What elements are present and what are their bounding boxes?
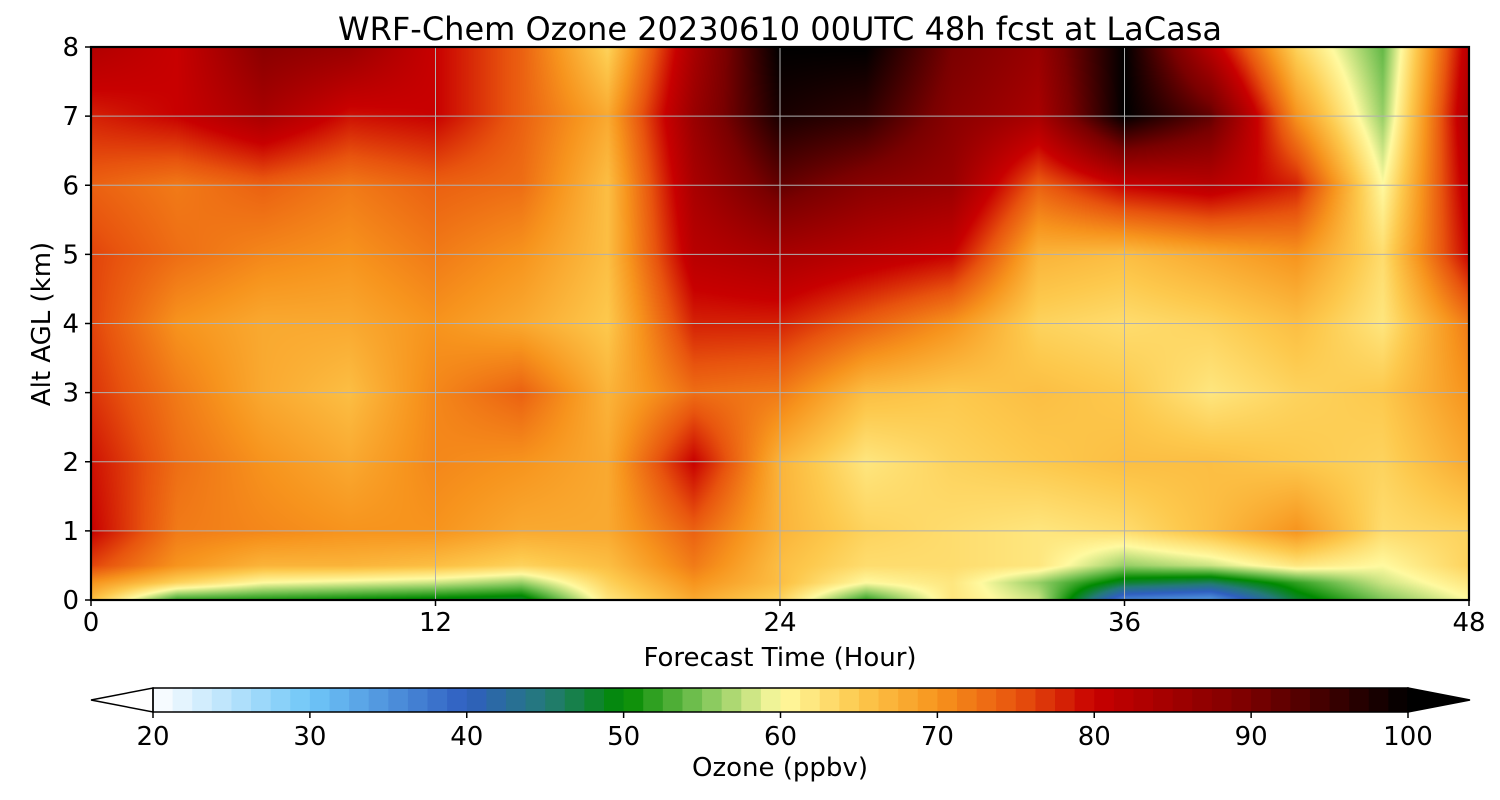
colorbar-segment [368, 688, 389, 712]
colorbar-ticks: 20 30 40 50 60 70 80 90 100 [136, 712, 1433, 752]
y-tick-label: 3 [62, 379, 79, 409]
y-axis-ticks: 0 1 2 3 4 5 6 7 8 [62, 33, 91, 616]
colorbar-segment [1153, 688, 1174, 712]
colorbar-segment [564, 688, 586, 712]
x-axis-ticks: 0 12 24 36 48 [83, 600, 1486, 638]
colorbar-segment [976, 688, 997, 712]
colorbar-segment [309, 688, 331, 712]
colorbar-tick-label: 90 [1235, 722, 1268, 752]
x-tick-label: 12 [419, 608, 452, 638]
y-axis-label: Alt AGL (km) [27, 242, 57, 406]
grid-lines [91, 47, 1469, 600]
colorbar-segment [466, 688, 487, 712]
colorbar-segment [388, 688, 409, 712]
colorbar-segment [1231, 688, 1252, 712]
colorbar-segment [1035, 688, 1056, 712]
colorbar-segment [1309, 688, 1331, 712]
colorbar-segment [427, 688, 448, 712]
colorbar-segment [329, 688, 350, 712]
x-tick-label: 0 [83, 608, 100, 638]
colorbar-segment [741, 688, 762, 712]
y-tick-label: 0 [62, 586, 79, 616]
colorbar-segment [1211, 688, 1233, 712]
colorbar-tick-label: 40 [450, 722, 483, 752]
colorbar-segment [505, 688, 527, 712]
colorbar-segment [623, 688, 644, 712]
colorbar-segment [702, 688, 723, 712]
colorbar-segment [1251, 688, 1272, 712]
colorbar-tick-label: 50 [607, 722, 640, 752]
colorbar [90, 687, 1471, 713]
colorbar-segment [858, 688, 880, 712]
colorbar-segment [172, 688, 193, 712]
colorbar-segment [839, 688, 860, 712]
y-tick-label: 6 [62, 171, 79, 201]
colorbar-tick-label: 20 [136, 722, 169, 752]
colorbar-segment [211, 688, 233, 712]
colorbar-segment [1133, 688, 1154, 712]
colorbar-segment [996, 688, 1017, 712]
y-tick-label: 1 [62, 517, 79, 547]
colorbar-extend-max [1407, 687, 1471, 713]
colorbar-segment [1094, 688, 1115, 712]
colorbar-segment [349, 688, 370, 712]
y-tick-label: 5 [62, 240, 79, 270]
colorbar-segment [1290, 688, 1311, 712]
colorbar-tick-label: 30 [293, 722, 326, 752]
y-tick-label: 4 [62, 310, 79, 340]
colorbar-segment [192, 688, 213, 712]
colorbar-segment [1015, 688, 1037, 712]
x-axis-label: Forecast Time (Hour) [643, 643, 916, 673]
colorbar-tick-label: 70 [921, 722, 954, 752]
colorbar-segment [525, 688, 546, 712]
colorbar-segment [819, 688, 840, 712]
colorbar-segment [721, 688, 742, 712]
colorbar-segment [956, 688, 978, 712]
colorbar-segment [878, 688, 899, 712]
colorbar-segment [153, 688, 174, 712]
colorbar-segment [545, 688, 566, 712]
colorbar-segment [1113, 688, 1135, 712]
colorbar-extend-min [90, 687, 154, 713]
x-tick-label: 36 [1108, 608, 1141, 638]
y-tick-label: 8 [62, 33, 79, 63]
colorbar-segment [780, 688, 801, 712]
colorbar-label: Ozone (ppbv) [692, 753, 868, 783]
colorbar-segment [800, 688, 821, 712]
colorbar-segment [937, 688, 958, 712]
colorbar-segment [1074, 688, 1095, 712]
colorbar-segment [486, 688, 507, 712]
colorbar-segment [1349, 688, 1370, 712]
colorbar-tick-label: 100 [1383, 722, 1433, 752]
colorbar-segment [1368, 688, 1389, 712]
colorbar-tick-label: 80 [1078, 722, 1111, 752]
colorbar-segment [604, 688, 625, 712]
colorbar-segment [407, 688, 429, 712]
colorbar-segment [760, 688, 782, 712]
x-tick-label: 48 [1452, 608, 1485, 638]
y-tick-label: 2 [62, 448, 79, 478]
colorbar-segment [290, 688, 311, 712]
colorbar-segment [447, 688, 468, 712]
colorbar-segment [1192, 688, 1213, 712]
colorbar-segment [662, 688, 684, 712]
colorbar-segment [1329, 688, 1350, 712]
colorbar-segment [231, 688, 252, 712]
colorbar-segment [1055, 688, 1076, 712]
colorbar-segment [270, 688, 291, 712]
colorbar-segment [1388, 688, 1409, 712]
colorbar-segment [682, 688, 703, 712]
colorbar-segment [584, 688, 605, 712]
colorbar-segment [917, 688, 938, 712]
y-tick-label: 7 [62, 102, 79, 132]
colorbar-segment [1270, 688, 1291, 712]
colorbar-segment [898, 688, 919, 712]
colorbar-segment [643, 688, 664, 712]
x-tick-label: 24 [763, 608, 796, 638]
colorbar-tick-label: 60 [764, 722, 797, 752]
chart-title: WRF-Chem Ozone 20230610 00UTC 48h fcst a… [338, 10, 1222, 48]
colorbar-segment [1172, 688, 1193, 712]
colorbar-segment [251, 688, 272, 712]
